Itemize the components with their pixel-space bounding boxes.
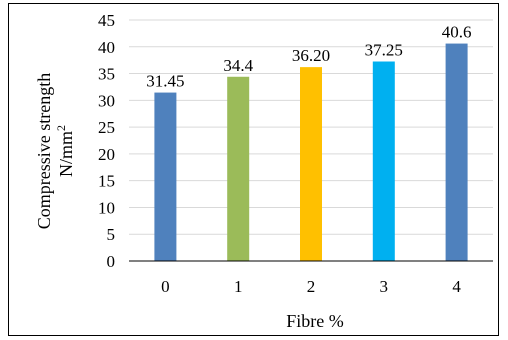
x-axis-title: Fibre %: [286, 311, 344, 331]
x-tick-label-2: 2: [307, 277, 316, 296]
data-labels: 31.45 34.4 36.20 37.25 40.6: [146, 23, 471, 91]
bar-4: [445, 43, 468, 261]
data-label-1: 34.4: [223, 56, 253, 75]
data-label-3: 37.25: [365, 41, 403, 60]
bar-0: [154, 92, 177, 261]
y-tick-label: 0: [107, 252, 116, 271]
bar-1: [227, 76, 250, 261]
x-tick-label-4: 4: [452, 277, 461, 296]
x-tick-labels: 0 1 2 3 4: [161, 277, 461, 296]
x-tick-label-3: 3: [380, 277, 389, 296]
bars: [154, 43, 468, 261]
y-tick-label: 45: [98, 11, 115, 30]
chart-frame: 31.45 34.4 36.20 37.25 40.6 0 5 10 15 20 25 30 35 40…: [8, 3, 499, 336]
y-tick-label: 15: [98, 172, 115, 191]
bar-2: [300, 67, 322, 261]
y-tick-label: 5: [107, 225, 116, 244]
y-tick-label: 25: [98, 118, 115, 137]
y-axis-unit-superscript: 2: [54, 125, 68, 131]
y-axis-title-line1: Compressive strength: [34, 73, 54, 229]
y-tick-label: 10: [98, 198, 115, 217]
y-tick-label: 35: [98, 65, 115, 84]
y-tick-label: 30: [98, 91, 115, 110]
y-tick-label: 20: [98, 145, 115, 164]
y-tick-labels: 0 5 10 15 20 25 30 35 40 45: [98, 11, 115, 271]
y-axis-title-line2: N/mm2: [54, 125, 76, 177]
x-tick-label-1: 1: [234, 277, 243, 296]
data-label-2: 36.20: [292, 46, 330, 65]
data-label-0: 31.45: [146, 72, 184, 91]
bar-3: [372, 61, 395, 261]
x-tick-label-0: 0: [161, 277, 170, 296]
y-tick-label: 40: [98, 38, 115, 57]
y-axis-unit: N/mm: [56, 131, 76, 177]
data-label-4: 40.6: [442, 23, 472, 42]
